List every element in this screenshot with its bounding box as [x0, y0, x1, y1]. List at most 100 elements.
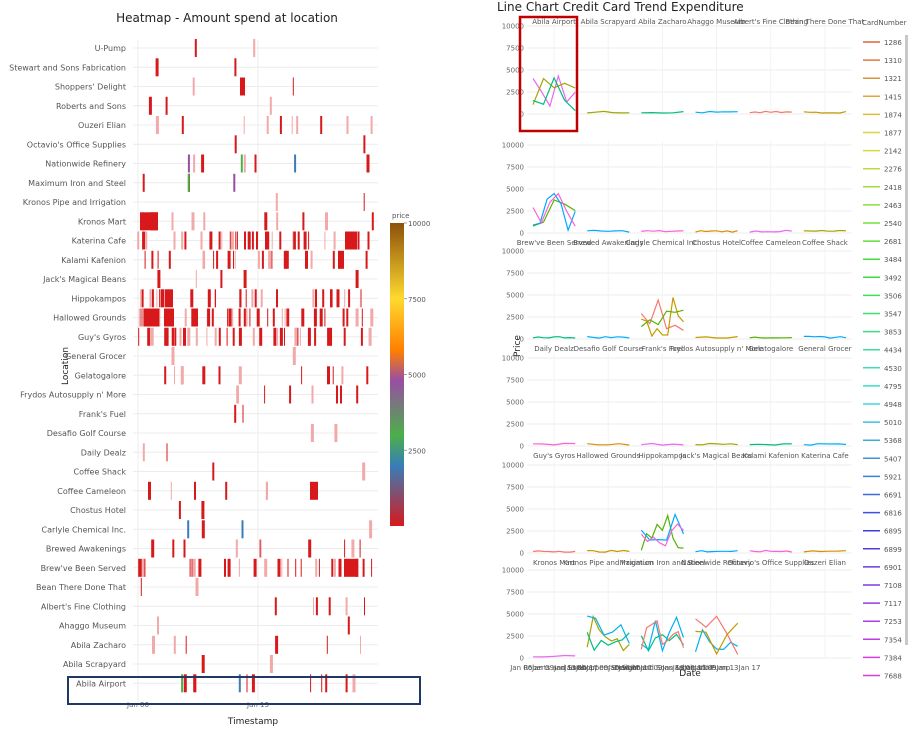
- facet-y-tick-label: 2500: [506, 421, 524, 429]
- heatmap-cell: [220, 270, 223, 288]
- heatmap-cell: [338, 250, 344, 269]
- heatmap-cell: [276, 289, 278, 308]
- heatmap-cell: [297, 327, 299, 346]
- heatmap-cell: [289, 385, 292, 404]
- heatmap-y-tick-label: Frydos Autosupply n' More: [20, 391, 126, 400]
- heatmap-cell: [281, 308, 283, 327]
- facet-strip-label: Shoppers' Delight: [577, 664, 639, 672]
- heatmap-cell: [310, 424, 314, 442]
- legend-entry-label: 2276: [884, 166, 902, 174]
- heatmap-cell: [187, 154, 190, 173]
- heatmap-y-tick-label: Stewart and Sons Fabrication: [9, 63, 126, 72]
- heatmap-cell: [193, 154, 196, 173]
- heatmap-cell: [193, 674, 197, 693]
- heatmap-cell: [324, 308, 326, 327]
- colorbar-title: price: [392, 212, 409, 220]
- legend-entry-label: 5368: [884, 437, 902, 445]
- heatmap-cell: [357, 231, 360, 250]
- heatmap-cell: [201, 520, 205, 539]
- heatmap-cell: [257, 250, 260, 269]
- heatmap-cell: [342, 308, 345, 327]
- heatmap-cell: [240, 154, 243, 173]
- facet-y-tick-label: 7500: [506, 484, 524, 492]
- legend-entry-label: 7688: [884, 673, 902, 681]
- heatmap-y-tick-label: Jack's Magical Beans: [42, 275, 126, 284]
- heatmap-cell: [218, 231, 221, 250]
- heatmap-cell: [362, 558, 365, 577]
- facet-y-tick-label: 7500: [506, 164, 524, 172]
- heatmap-cell: [157, 616, 159, 635]
- heatmap-cell: [194, 39, 197, 57]
- heatmap-cell: [195, 270, 197, 288]
- facet-strip-label: Kronos Mart: [533, 559, 575, 567]
- heatmap-cell: [345, 231, 357, 250]
- heatmap-cell: [328, 597, 331, 616]
- heatmap-cell: [334, 424, 338, 442]
- facet-y-tick-label: 10000: [502, 355, 524, 363]
- heatmap-cell: [341, 366, 344, 385]
- heatmap-cell: [140, 578, 142, 596]
- heatmap-cell: [261, 250, 264, 269]
- facet-y-tick-label: 0: [520, 336, 524, 344]
- heatmap-cell: [243, 308, 246, 327]
- heatmap-cell: [330, 289, 333, 308]
- heatmap-cell: [171, 212, 174, 231]
- heatmap-cell: [365, 250, 368, 269]
- facet-strip-label: Daily Dealz: [534, 345, 574, 353]
- heatmap-cell: [265, 481, 267, 500]
- facet-y-tick-label: 7500: [506, 589, 524, 597]
- heatmap-cell: [175, 327, 176, 346]
- heatmap-cell: [297, 231, 300, 250]
- heatmap-cell: [362, 462, 366, 481]
- heatmap-cell: [363, 193, 365, 211]
- heatmap-cell: [236, 231, 238, 250]
- legend-entry-label: 6899: [884, 546, 902, 554]
- heatmap-cell: [318, 558, 320, 577]
- heatmap-y-tick-label: Coffee Shack: [74, 468, 127, 477]
- legend-scrollbar[interactable]: [905, 35, 908, 645]
- facet-series-line: [803, 111, 847, 114]
- legend-entry-label: 4530: [884, 365, 902, 373]
- facet-series-line: [532, 336, 576, 339]
- heatmap-cell: [269, 655, 273, 673]
- facet-row: 0 2500 5000 7500 10000 Abila Airport Abila Scr…: [502, 18, 865, 119]
- facet-series-line: [641, 229, 684, 233]
- heatmap-y-tick-label: Shoppers' Delight: [55, 83, 126, 92]
- heatmap-y-tick-label: Brew've Been Served: [41, 564, 126, 573]
- heatmap-cell: [149, 289, 152, 308]
- facet-series-line: [695, 615, 739, 655]
- heatmap-cell: [327, 366, 330, 385]
- legend-entry-label: 4948: [884, 401, 902, 409]
- legend-entry-label: 6691: [884, 492, 902, 500]
- facet-strip-label: Abila Scrapyard: [581, 18, 636, 26]
- heatmap-cell: [284, 327, 285, 346]
- legend-entry-label: 4434: [884, 347, 902, 355]
- heatmap-cell: [165, 96, 168, 115]
- colorbar-tick-label: 2500: [408, 447, 426, 455]
- heatmap-cell: [325, 674, 328, 693]
- facet-y-tick-label: 7500: [506, 270, 524, 278]
- facet-series-line: [532, 73, 576, 108]
- heatmap-cell: [183, 539, 186, 558]
- facet-series-line: [749, 443, 792, 446]
- heatmap-cell: [274, 597, 277, 616]
- facet-strip-label: Kronos Pipe and Irrigation: [563, 559, 653, 567]
- facet-series-line: [640, 513, 684, 551]
- heatmap-cell: [142, 308, 144, 327]
- heatmap-cell: [310, 481, 318, 500]
- legend-entry-label: 7117: [884, 600, 902, 608]
- heatmap-cell: [312, 289, 315, 308]
- heatmap-cell: [137, 231, 140, 250]
- legend-entry-label: 6901: [884, 564, 902, 572]
- heatmap-cell: [264, 385, 266, 404]
- heatmap-cell: [155, 58, 159, 77]
- heatmap-y-tick-label: Maximum Iron and Steel: [28, 179, 126, 188]
- heatmap-cell: [140, 308, 142, 327]
- heatmap-cell: [343, 327, 346, 346]
- heatmap-cell: [242, 404, 244, 423]
- heatmap-y-tick-label: General Grocer: [65, 352, 127, 361]
- facet-highlight-box: [518, 15, 579, 133]
- heatmap-cell: [292, 347, 296, 365]
- heatmap-cell: [302, 212, 305, 231]
- heatmap-cell: [366, 366, 369, 385]
